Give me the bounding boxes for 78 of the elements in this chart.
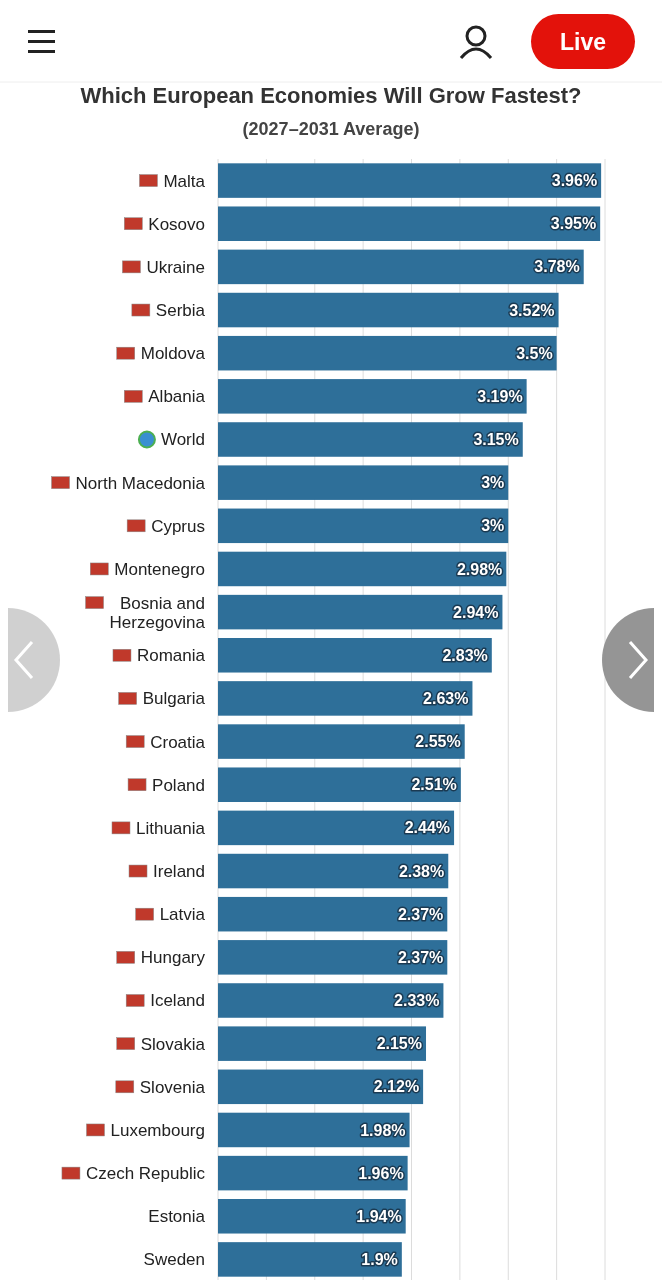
bar (218, 638, 492, 673)
bar (218, 1242, 402, 1277)
bar (218, 594, 503, 630)
y-tick-label: Albania (148, 387, 206, 407)
bar (218, 422, 523, 457)
data-label: 2.12% (373, 1078, 420, 1096)
data-label: 2.44% (404, 819, 451, 837)
data-label: 3.15% (473, 431, 519, 449)
chart-subtitle: (2027–2031 Average) (242, 119, 420, 140)
y-tick-label: Poland (152, 775, 205, 795)
data-label: 1.96% (358, 1164, 404, 1182)
y-tick-label: Kosovo (148, 214, 205, 234)
data-label: 2.37% (397, 905, 444, 923)
data-label: 2.37% (397, 948, 444, 966)
y-tick-label: Ireland (153, 861, 205, 881)
y-tick-label: Slovenia (139, 1077, 206, 1097)
bar (218, 767, 461, 802)
y-tick-label: Moldova (140, 344, 206, 364)
text: Live (559, 29, 607, 56)
chart-title: Which European Economies Will Grow Fastest? (80, 82, 582, 108)
bar (218, 379, 527, 414)
y-tick-label: Luxembourg (110, 1120, 205, 1140)
bar (218, 465, 509, 500)
bar (218, 681, 473, 716)
bar (218, 249, 584, 285)
bar (218, 810, 455, 846)
data-label: 3.78% (534, 258, 580, 276)
data-label: 3.52% (509, 301, 555, 319)
data-label: 2.98% (456, 560, 503, 578)
y-tick-label: Cyprus (151, 516, 205, 536)
y-tick-label: North Macedonia (75, 473, 206, 493)
bar (218, 940, 448, 975)
y-tick-label: World (160, 430, 205, 450)
data-label: 3.5% (516, 344, 553, 362)
data-label: 2.55% (415, 733, 461, 751)
data-label: 3% (481, 517, 505, 535)
bar (218, 551, 507, 587)
bar (218, 508, 509, 544)
y-tick-label: Bulgaria (142, 689, 206, 709)
data-label: 3.96% (551, 172, 598, 190)
y-tick-label: Bosnia and Herzegovina (109, 593, 206, 632)
y-tick-label: Estonia (148, 1207, 206, 1227)
bar (218, 1026, 427, 1061)
y-tick-label: Sweden (143, 1250, 205, 1270)
data-label: 2.33% (394, 992, 440, 1010)
bar (218, 896, 448, 932)
data-label: 2.15% (376, 1035, 423, 1053)
data-label: 1.9% (361, 1251, 398, 1269)
data-label: 2.63% (423, 690, 469, 708)
data-label: 3% (481, 474, 505, 492)
bar (218, 292, 559, 328)
data-label: 3.95% (550, 215, 597, 233)
bar (218, 983, 444, 1018)
bar (218, 853, 449, 889)
bar (218, 206, 601, 241)
y-tick-label: Czech Republic (85, 1164, 206, 1184)
bar (218, 1199, 406, 1234)
y-tick-label: Romania (136, 646, 206, 666)
data-label: 2.38% (398, 862, 445, 880)
y-tick-label: Latvia (159, 905, 206, 925)
y-tick-label: Serbia (155, 300, 206, 320)
bar (218, 163, 602, 198)
data-label: 2.83% (442, 646, 488, 664)
y-tick-label: Iceland (150, 991, 205, 1011)
data-label: 2.51% (411, 776, 457, 794)
y-tick-label: Malta (163, 171, 206, 191)
y-tick-label: Ukraine (146, 257, 205, 277)
data-label: 3.19% (477, 387, 523, 405)
bar (218, 335, 557, 371)
y-tick-label: Slovakia (140, 1034, 206, 1054)
data-label: 1.98% (360, 1121, 406, 1139)
y-tick-label: Croatia (150, 732, 206, 752)
y-tick-label: Hungary (140, 948, 206, 968)
data-label: 2.94% (453, 603, 499, 621)
y-tick-label: Montenegro (114, 559, 205, 579)
bar (218, 724, 465, 759)
data-label: 1.94% (356, 1207, 402, 1225)
y-tick-label: Lithuania (135, 818, 206, 838)
